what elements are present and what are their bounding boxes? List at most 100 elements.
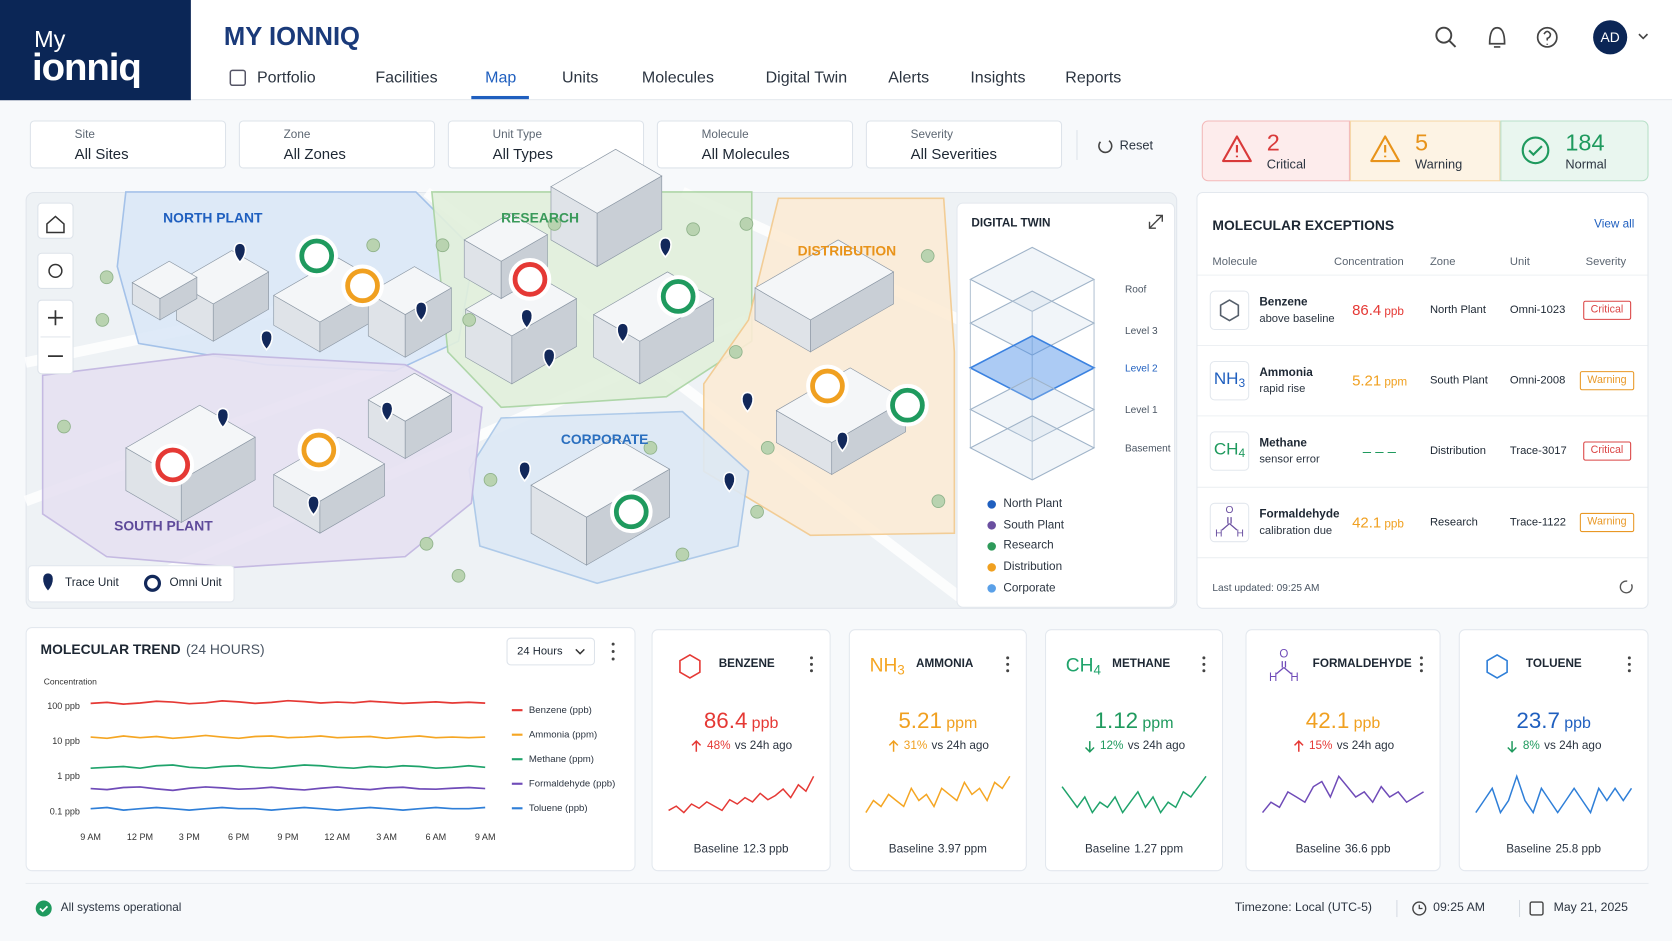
baseline-unit: ppb xyxy=(768,842,789,856)
filter-dropdown[interactable] xyxy=(656,120,854,169)
card-title: TOLUENE xyxy=(1525,657,1582,671)
severity-badge: Warning xyxy=(1579,371,1635,391)
card-change: 31% vs 24h ago xyxy=(904,740,989,753)
baseline-unit: ppb xyxy=(1370,842,1391,856)
status-tile xyxy=(1500,120,1649,182)
omni-unit-marker xyxy=(512,262,548,297)
nav-item[interactable]: Digital Twin xyxy=(765,68,848,87)
tree xyxy=(675,547,690,562)
baseline-label: Baseline xyxy=(1295,842,1341,856)
x-tick-label: 9 AM xyxy=(80,831,101,843)
benzene-ring xyxy=(1486,654,1508,679)
card-graphics xyxy=(1061,656,1207,814)
chart-title: MOLECULAR TREND xyxy=(40,641,181,658)
digital-twin-model xyxy=(968,214,1163,481)
building xyxy=(367,266,453,315)
baseline-unit: ppm xyxy=(964,842,987,856)
zone: Research xyxy=(1429,515,1478,529)
y-tick-label: 0.1 ppb xyxy=(49,805,80,817)
tree xyxy=(750,505,764,519)
filter-value: All Molecules xyxy=(701,145,790,163)
view-all-link[interactable]: View all xyxy=(1594,218,1635,231)
atom-label: H xyxy=(1290,671,1299,685)
reset-button[interactable]: Reset xyxy=(1119,137,1154,153)
x-tick-label: 6 AM xyxy=(425,831,447,843)
molecule-note: above baseline xyxy=(1259,312,1335,325)
nav-item[interactable]: Molecules xyxy=(641,68,714,87)
trace-unit-marker xyxy=(542,347,556,370)
more-icon xyxy=(809,662,813,666)
more-icon xyxy=(1006,669,1010,673)
avatar-initials: AD xyxy=(1600,29,1620,46)
status-icon xyxy=(35,900,52,917)
legend-label: Benzene (ppb) xyxy=(528,704,592,715)
baseline-label: Baseline xyxy=(888,842,934,856)
filter-dropdown[interactable] xyxy=(865,120,1063,169)
sparkline xyxy=(1061,775,1207,814)
card-title: BENZENE xyxy=(718,657,775,671)
molecule-formula: NH3 xyxy=(870,655,905,677)
trace-unit-marker xyxy=(233,242,247,264)
range-dropdown[interactable] xyxy=(506,637,596,666)
severity-badge: Critical xyxy=(1583,441,1631,461)
legend-dot xyxy=(987,563,996,572)
map-control[interactable] xyxy=(37,252,74,289)
building xyxy=(550,148,663,214)
filter-dropdown[interactable] xyxy=(29,120,227,169)
logo-text: ionniq xyxy=(31,44,142,89)
tree xyxy=(95,313,110,327)
molecule-card xyxy=(1045,629,1224,872)
x-tick-label: 3 AM xyxy=(376,831,397,843)
legend-dot xyxy=(987,500,996,509)
exception-graphics xyxy=(1197,274,1648,594)
trace-unit-marker xyxy=(414,300,428,323)
unit-id: Trace-3017 xyxy=(1509,444,1567,458)
series-line xyxy=(90,806,486,811)
filter-dropdown[interactable] xyxy=(238,120,436,169)
more-icon xyxy=(611,642,615,646)
nav-item[interactable]: Units xyxy=(561,68,599,87)
tree xyxy=(99,270,114,285)
status-tile xyxy=(1349,120,1501,182)
legend-label: Corporate xyxy=(1003,581,1056,595)
sparkline xyxy=(865,775,1011,813)
trace-unit-marker xyxy=(741,391,754,413)
trace-unit-marker xyxy=(216,407,230,429)
formula-text: NH xyxy=(1213,370,1239,389)
column-header: Zone xyxy=(1429,255,1456,269)
nav-item[interactable]: Map xyxy=(485,68,517,87)
tree xyxy=(931,494,946,508)
nav-item[interactable]: Portfolio xyxy=(256,68,316,87)
tree xyxy=(686,222,700,237)
nav-active-indicator xyxy=(471,95,529,100)
trace-unit-marker xyxy=(41,571,55,594)
omni-unit-marker xyxy=(345,268,380,304)
card-graphics xyxy=(865,656,1011,813)
change-percent: 12% xyxy=(1099,739,1124,753)
baseline-label: Baseline xyxy=(1084,842,1130,856)
nav-item[interactable]: Reports xyxy=(1065,68,1122,87)
zoom-icon xyxy=(47,310,63,358)
card-value: 1.12 ppm xyxy=(1095,710,1174,732)
concentration-unit: ppb xyxy=(1384,517,1404,531)
legend-label: Trace Unit xyxy=(65,576,119,590)
nav-item[interactable]: Insights xyxy=(970,68,1026,87)
card-value-number: 1.12 xyxy=(1094,708,1139,734)
series-line xyxy=(90,699,486,705)
omni-unit-marker xyxy=(155,447,191,483)
card-baseline: Baseline 36.6 ppb xyxy=(1295,842,1391,856)
molecule-note: rapid rise xyxy=(1259,382,1306,396)
status-tile xyxy=(1201,120,1350,182)
avatar xyxy=(1593,20,1628,55)
nav-item[interactable]: Alerts xyxy=(888,68,930,87)
y-tick-label: 1 ppb xyxy=(57,770,80,782)
card-baseline: Baseline 1.27 ppm xyxy=(1084,842,1183,856)
map-control-icons xyxy=(40,215,71,358)
nav-item[interactable]: Facilities xyxy=(375,68,438,87)
card-baseline: Baseline 3.97 ppm xyxy=(888,842,987,856)
portfolio-icon xyxy=(229,69,247,87)
unit-id: Omni-2008 xyxy=(1509,374,1566,387)
status-count: 184 xyxy=(1565,129,1605,156)
concentration-unit: ppb xyxy=(1384,305,1404,319)
atom-label: O xyxy=(1225,504,1234,517)
